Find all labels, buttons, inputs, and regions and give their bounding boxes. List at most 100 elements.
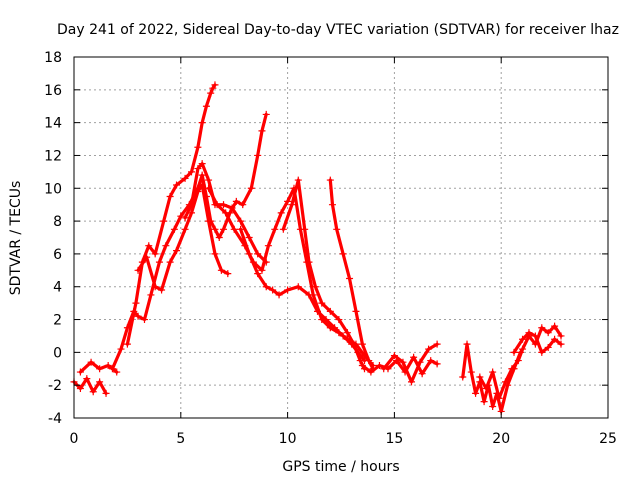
data-point (433, 360, 441, 368)
data-plot-area (70, 81, 565, 415)
data-point (264, 242, 272, 250)
data-point (166, 192, 174, 200)
data-point (96, 365, 104, 373)
data-point (228, 204, 236, 212)
data-point (222, 209, 230, 217)
data-point (96, 378, 104, 386)
data-point (333, 225, 341, 233)
series-arc-14 (476, 322, 565, 402)
data-point (151, 283, 159, 291)
data-point (173, 247, 181, 255)
plot-frame (73, 56, 609, 419)
y-axis-label: SDTVAR / TECUs (8, 181, 24, 296)
series-line-arc-15 (512, 331, 563, 354)
data-point (198, 119, 206, 127)
data-point (480, 398, 488, 406)
series-line-arc-4 (125, 83, 217, 346)
data-point (245, 234, 253, 241)
data-point (365, 357, 373, 365)
data-point (472, 389, 480, 397)
data-point (132, 299, 140, 307)
data-point (113, 368, 121, 376)
data-point (433, 340, 441, 348)
data-point (326, 307, 334, 315)
data-point (162, 242, 170, 250)
series-line-arc-14 (478, 324, 563, 400)
data-point (213, 201, 221, 209)
data-point (104, 361, 112, 369)
data-point (237, 217, 245, 225)
series-arc-10 (326, 176, 377, 373)
data-point (463, 340, 471, 348)
y-tick-label-3: 2 (53, 313, 62, 329)
data-point (375, 361, 383, 369)
data-point (151, 250, 159, 258)
data-point (557, 340, 565, 348)
axis-ticks: 0 5 10 15 20 25 -4 -2 0 2 4 6 8 10 12 14 16 18 (44, 50, 617, 447)
x-tick-label-5: 25 (599, 431, 617, 447)
data-point (145, 242, 153, 250)
data-point (198, 171, 206, 179)
data-point (76, 384, 84, 392)
data-point (356, 357, 364, 365)
data-point (134, 312, 142, 320)
data-point (339, 250, 347, 258)
data-point (258, 127, 266, 135)
data-point (519, 335, 527, 343)
data-point (160, 217, 168, 225)
series-arc-1 (70, 375, 110, 397)
data-point (531, 332, 539, 340)
data-point (155, 258, 163, 266)
series-arc-8 (237, 225, 368, 365)
data-point (416, 358, 424, 366)
data-point (202, 102, 210, 110)
data-point (284, 197, 292, 205)
data-point (489, 368, 497, 376)
data-point (277, 209, 285, 217)
series-line-arc-8 (239, 227, 367, 363)
data-point (275, 291, 283, 299)
series-line-arc-2 (78, 360, 119, 374)
data-point (173, 181, 181, 189)
data-point (399, 358, 407, 366)
data-point (269, 286, 277, 294)
data-point (346, 275, 354, 283)
data-point (237, 225, 245, 233)
series-arc-4 (123, 81, 219, 348)
data-point (181, 174, 189, 182)
x-tick-label-2: 10 (279, 431, 297, 447)
data-point (262, 110, 270, 118)
series-line-arc-11 (360, 355, 439, 376)
y-tick-label-8: 12 (44, 148, 62, 164)
data-point (262, 283, 270, 291)
series-arc-2 (76, 358, 121, 376)
y-tick-label-9: 14 (44, 116, 62, 132)
data-point (230, 225, 238, 233)
data-point (166, 258, 174, 266)
data-point (198, 181, 206, 189)
data-point (123, 340, 131, 348)
data-point (305, 291, 313, 299)
data-point (410, 353, 418, 361)
data-point (425, 345, 433, 353)
data-point (158, 286, 166, 294)
data-point (557, 332, 565, 340)
data-point (508, 365, 516, 373)
data-point (211, 225, 219, 233)
data-point (89, 388, 97, 396)
data-point (279, 225, 287, 233)
y-tick-label-5: 6 (53, 247, 62, 263)
data-point (284, 286, 292, 294)
data-point (538, 348, 546, 356)
data-point (205, 184, 213, 192)
x-axis-label: GPS time / hours (282, 459, 399, 475)
data-point (198, 160, 206, 168)
x-tick-label-3: 15 (385, 431, 403, 447)
data-point (76, 368, 84, 376)
x-tick-label-0: 0 (70, 431, 79, 447)
data-point (194, 165, 202, 173)
data-point (318, 299, 326, 307)
data-point (87, 358, 95, 366)
data-point (254, 250, 262, 258)
